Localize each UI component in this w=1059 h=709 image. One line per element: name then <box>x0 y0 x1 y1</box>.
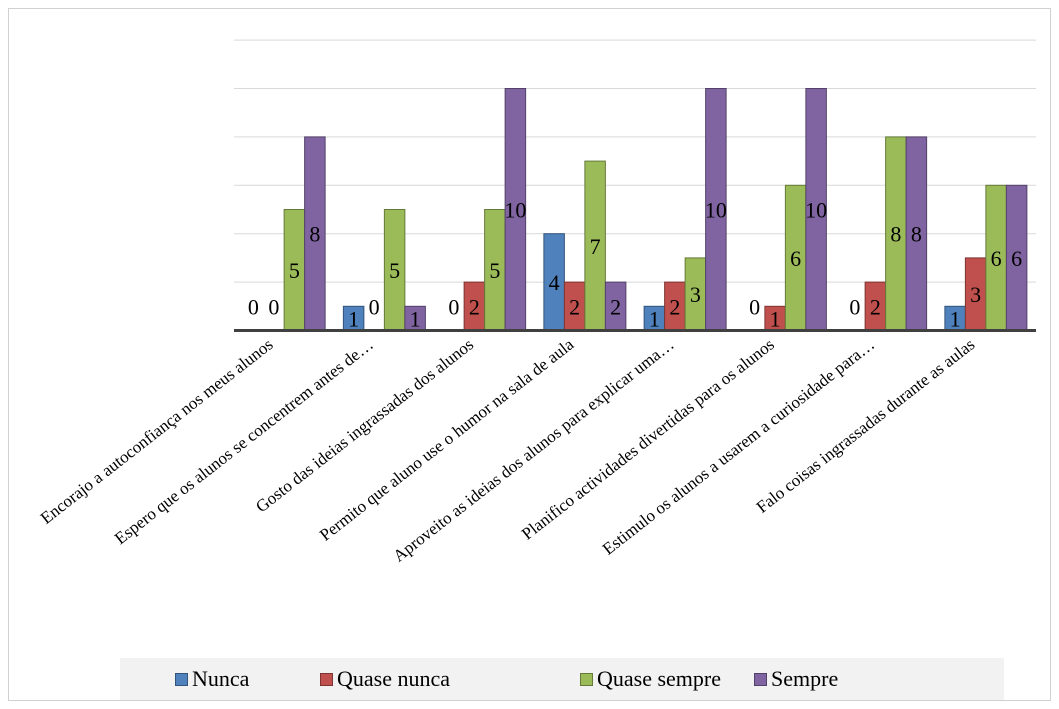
data-label: 8 <box>890 222 901 247</box>
legend-item: Sempre <box>754 666 838 692</box>
data-label: 2 <box>469 294 480 319</box>
data-label: 10 <box>705 198 727 223</box>
legend-item: Quase nunca <box>320 666 450 692</box>
data-label: 1 <box>410 306 421 331</box>
data-label: 5 <box>389 258 400 283</box>
data-label: 6 <box>790 246 801 271</box>
data-label: 0 <box>268 294 279 319</box>
legend-swatch <box>580 672 593 686</box>
legend-item: Quase sempre <box>580 666 721 692</box>
data-label: 1 <box>649 306 660 331</box>
legend: Nunca Quase nunca Quase sempre Sempre <box>120 658 1004 700</box>
data-label: 0 <box>749 294 760 319</box>
legend-swatch <box>175 672 188 686</box>
legend-item: Nunca <box>175 666 249 692</box>
data-label: 7 <box>590 234 601 259</box>
data-label: 5 <box>489 258 500 283</box>
legend-label: Quase nunca <box>337 666 451 691</box>
data-label: 1 <box>348 306 359 331</box>
chart-frame <box>8 8 1051 701</box>
category-label: Gosto das ideias ingrassadas dos alunos <box>252 335 477 517</box>
data-label: 2 <box>610 294 621 319</box>
data-label: 10 <box>504 198 526 223</box>
data-label: 2 <box>569 294 580 319</box>
data-label: 1 <box>950 306 961 331</box>
bars <box>283 88 1028 332</box>
data-label: 2 <box>669 294 680 319</box>
legend-swatch <box>320 672 333 686</box>
data-label: 3 <box>690 282 701 307</box>
data-label: 6 <box>1011 246 1022 271</box>
data-label: 0 <box>448 294 459 319</box>
category-label: Falo coisas ingrassadas durante as aulas <box>753 335 979 517</box>
data-label: 8 <box>309 222 320 247</box>
data-label: 1 <box>770 306 781 331</box>
data-label: 0 <box>369 294 380 319</box>
data-label: 4 <box>549 270 560 295</box>
category-labels: Encorajo a autoconfiança nos meus alunos… <box>37 334 978 565</box>
legend-swatch <box>754 672 767 686</box>
data-label: 8 <box>911 222 922 247</box>
legend-label: Quase sempre <box>597 666 722 691</box>
data-label: 2 <box>870 294 881 319</box>
data-label: 0 <box>849 294 860 319</box>
legend-label: Nunca <box>192 666 250 691</box>
data-label: 0 <box>248 294 259 319</box>
legend-label: Sempre <box>771 666 839 691</box>
data-label: 10 <box>805 198 827 223</box>
data-label: 5 <box>289 258 300 283</box>
data-label: 3 <box>970 282 981 307</box>
data-label: 6 <box>991 246 1002 271</box>
